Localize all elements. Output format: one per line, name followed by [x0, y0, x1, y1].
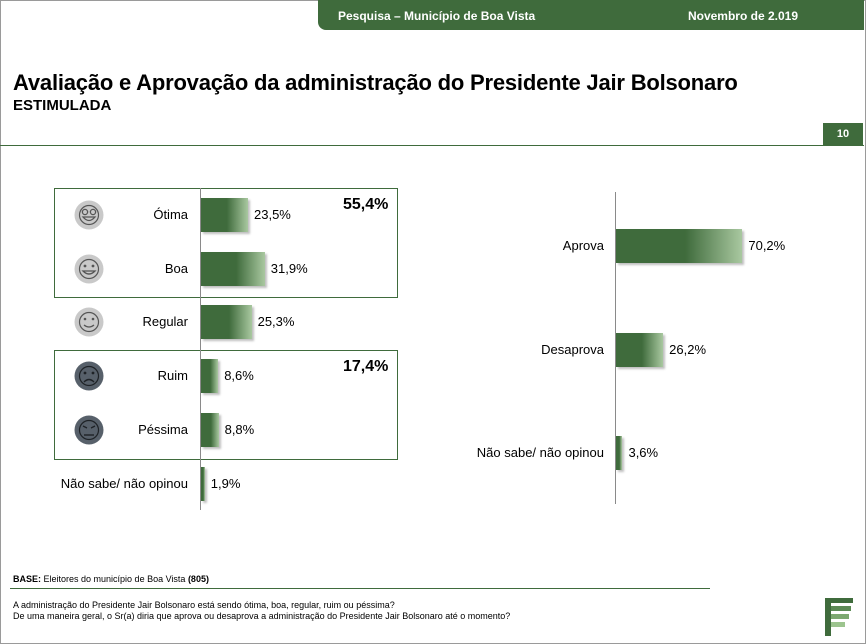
- base-prefix: BASE:: [13, 574, 42, 584]
- very-happy-face-icon: [74, 200, 104, 230]
- base-description: Eleitores do município de Boa Vista: [41, 574, 188, 584]
- negative-group-total: 17,4%: [343, 358, 389, 375]
- bar-aprova: [616, 229, 743, 263]
- survey-date: Novembro de 2.019: [687, 9, 798, 23]
- positive-group-total: 55,4%: [343, 196, 389, 213]
- evaluation-axis: [200, 188, 201, 510]
- page-title: Avaliação e Aprovação da administração d…: [13, 70, 738, 95]
- footer-divider: [10, 588, 710, 589]
- bar-nao-sabe-nao-opinou: [201, 467, 205, 501]
- page-subtitle: ESTIMULADA: [13, 97, 112, 114]
- survey-title: Pesquisa – Município de Boa Vista: [338, 9, 536, 23]
- value-label-pessima: 8,8%: [224, 422, 255, 437]
- bar-boa: [201, 252, 265, 286]
- base-note: BASE: Eleitores do município de Boa Vist…: [13, 574, 209, 584]
- category-label-otima: Ótima: [153, 207, 188, 222]
- title-divider: [0, 145, 864, 146]
- category-label-boa: Boa: [164, 261, 188, 276]
- category-label-nao-sabe-nao-opinou: Não sabe/ não opinou: [60, 476, 188, 491]
- value-label-otima: 23,5%: [254, 207, 291, 222]
- category-label-pessima: Péssima: [138, 422, 188, 437]
- approval-axis: [615, 192, 616, 504]
- bar-otima: [201, 198, 248, 232]
- category-label-nao-sabe-nao-opinou: Não sabe/ não opinou: [476, 445, 604, 460]
- very-sad-face-icon: [74, 415, 104, 445]
- value-label-boa: 31,9%: [270, 261, 308, 276]
- value-label-nao-sabe-nao-opinou: 1,9%: [210, 476, 241, 491]
- question-approval: De uma maneira geral, o Sr(a) diria que …: [13, 611, 511, 621]
- institute-logo-icon: [825, 598, 853, 636]
- category-label-regular: Regular: [142, 314, 188, 329]
- happy-face-icon: [74, 254, 104, 284]
- category-label-desaprova: Desaprova: [541, 342, 604, 357]
- page-number: 10: [823, 123, 863, 145]
- bar-regular: [201, 305, 252, 339]
- positive-group-box: [54, 188, 398, 298]
- base-count: (805): [187, 574, 209, 584]
- category-label-ruim: Ruim: [157, 368, 188, 383]
- value-label-ruim: 8,6%: [224, 368, 254, 383]
- value-label-desaprova: 26,2%: [669, 342, 707, 357]
- category-label-aprova: Aprova: [562, 238, 604, 253]
- question-evaluation: A administração do Presidente Jair Bolso…: [13, 600, 395, 610]
- value-label-regular: 25,3%: [257, 314, 295, 329]
- value-label-aprova: 70,2%: [748, 238, 786, 253]
- sad-face-icon: [74, 361, 104, 391]
- bar-ruim: [201, 359, 219, 393]
- value-label-nao-sabe-nao-opinou: 3,6%: [628, 445, 659, 460]
- neutral-smile-face-icon: [74, 307, 104, 337]
- bar-desaprova: [616, 333, 664, 367]
- bar-pessima: [201, 413, 219, 447]
- negative-group-box: [54, 350, 398, 460]
- bar-nao-sabe-nao-opinou: [616, 436, 623, 470]
- header-band: Pesquisa – Município de Boa Vista Novemb…: [318, 0, 864, 30]
